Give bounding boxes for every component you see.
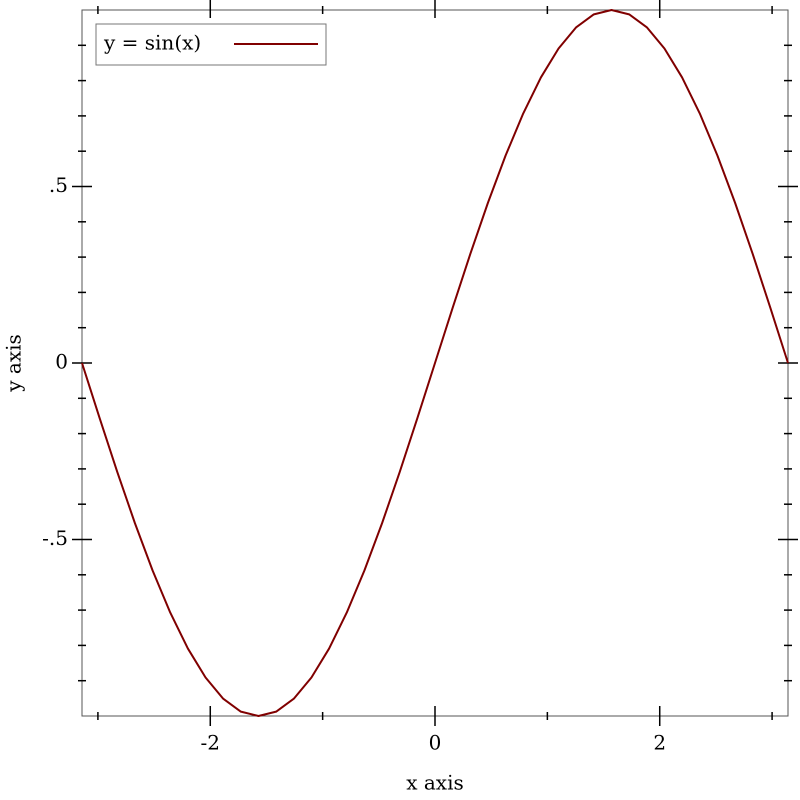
y-axis-label: y axis	[2, 334, 26, 393]
x-tick-label: 2	[653, 731, 666, 755]
y-tick-label: 0	[55, 350, 68, 374]
x-tick-label: 0	[429, 731, 442, 755]
legend-label: y = sin(x)	[103, 31, 201, 55]
line-series	[81, 9, 789, 717]
y-tick-label: -.5	[42, 526, 68, 550]
x-axis-label: x axis	[406, 771, 464, 795]
y-tick-label: .5	[49, 173, 68, 197]
x-tick-label: -2	[201, 731, 220, 755]
